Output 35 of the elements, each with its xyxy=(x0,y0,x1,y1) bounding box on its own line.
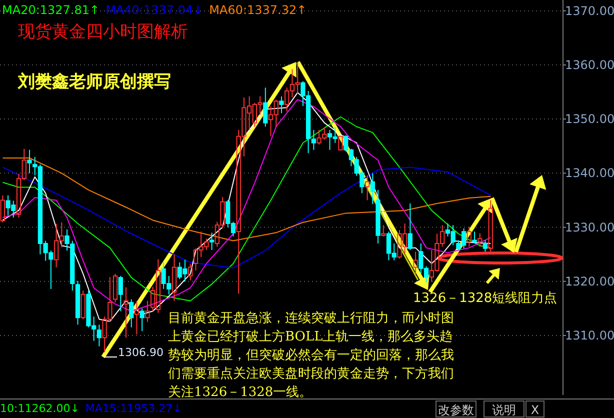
text: MA15:11953.27↓ xyxy=(85,402,182,415)
candlestick xyxy=(129,298,134,328)
y-tick-label: 1310.00 xyxy=(565,328,614,342)
annotation: 目前黄金开盘急涨，连续突破上行阻力，而小时图上黄金已经打破上方BOLL上轨一线，那么多头趋势较为明显，但突破必然会有一定的回落，那么我们需要重点关注欧美盘时段的黄金走势，下方我们关注1326－1328一线。 xyxy=(168,311,454,400)
candlestick xyxy=(124,286,128,338)
text: MA60:1337.32↑ xyxy=(209,3,307,17)
text: X xyxy=(530,403,540,417)
y-tick-label: 1320.00 xyxy=(565,274,614,288)
y-tick-label: 1360.00 xyxy=(565,58,614,72)
candlestick xyxy=(209,232,214,250)
y-tick-label: 1370.00 xyxy=(565,4,614,18)
candlestick xyxy=(279,96,284,114)
annotation: 刘樊鑫老师原创撰写 xyxy=(17,72,171,92)
candlestick xyxy=(145,300,150,322)
candlestick xyxy=(172,254,177,302)
annotation: 1326－1328短线阻力点 xyxy=(413,291,558,306)
y-tick-label: 1350.00 xyxy=(565,112,614,126)
text: MA20:1327.81↑ xyxy=(2,3,100,17)
text: 说明 xyxy=(492,403,516,417)
candlestick xyxy=(27,149,32,174)
annotation: 1306.90 xyxy=(118,346,164,359)
y-tick-label: 1330.00 xyxy=(565,220,614,234)
candlestick xyxy=(96,324,102,347)
candlestick xyxy=(188,264,193,281)
candlestick xyxy=(140,308,144,332)
candlestick xyxy=(263,87,268,128)
text: 现货黄金四小时图解析 xyxy=(18,22,188,42)
text: 改参数 xyxy=(438,403,474,417)
candlestick xyxy=(472,231,477,244)
candlestick xyxy=(118,275,123,312)
candlestick xyxy=(134,300,140,335)
candlestick xyxy=(482,240,488,252)
y-tick-label: 1340.00 xyxy=(565,166,614,180)
text: 10:11262.00↓ xyxy=(0,402,80,415)
text: MA40:1337.04↓ xyxy=(106,3,204,17)
